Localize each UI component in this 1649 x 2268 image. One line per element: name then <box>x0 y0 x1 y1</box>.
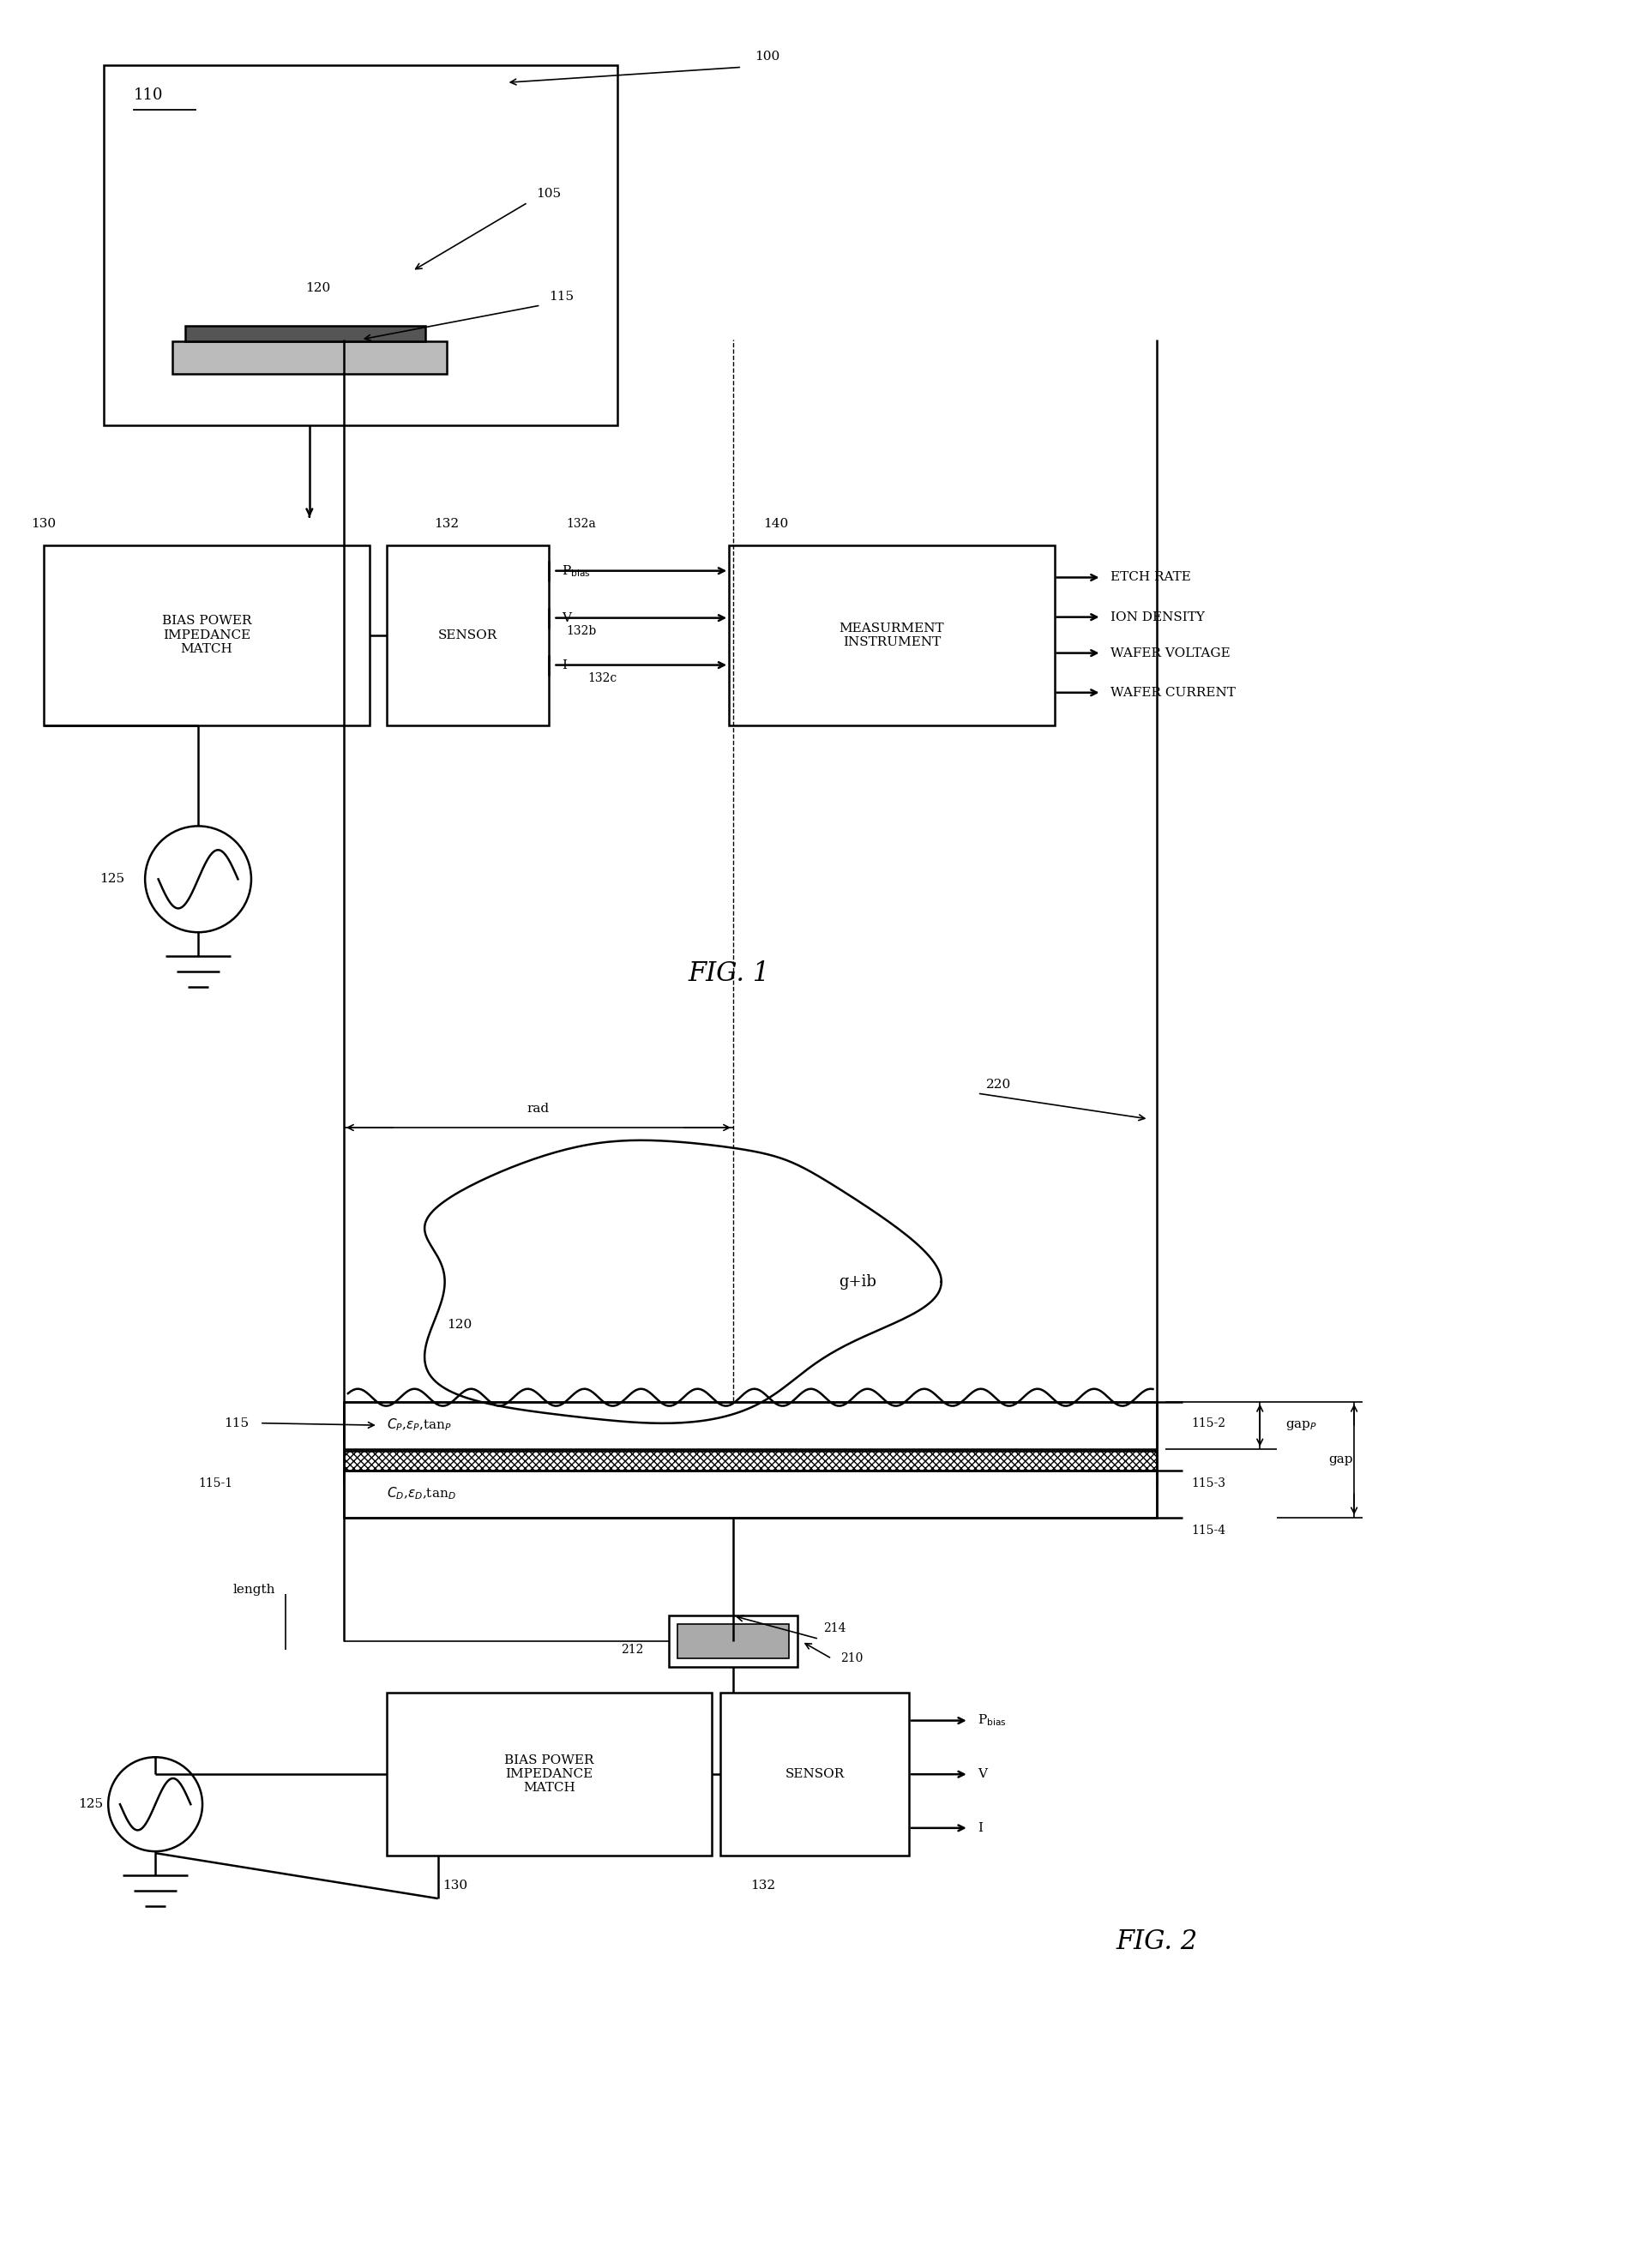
Bar <box>669 1615 796 1667</box>
Text: 132: 132 <box>750 1880 775 1892</box>
Bar <box>721 1692 909 1855</box>
Text: P$_{\rm bias}$: P$_{\rm bias}$ <box>562 562 590 578</box>
Text: 212: 212 <box>620 1644 643 1656</box>
Text: 125: 125 <box>78 1799 104 1810</box>
Text: 105: 105 <box>536 188 561 200</box>
Text: 220: 220 <box>986 1080 1011 1091</box>
Bar <box>343 1470 1156 1517</box>
Text: 130: 130 <box>442 1880 467 1892</box>
Text: rad: rad <box>528 1102 549 1116</box>
Bar <box>386 1692 711 1855</box>
Text: WAFER CURRENT: WAFER CURRENT <box>1110 687 1235 699</box>
Text: 120: 120 <box>305 281 330 295</box>
Text: 130: 130 <box>31 517 56 531</box>
Text: 115-1: 115-1 <box>198 1476 233 1490</box>
Bar <box>678 1624 788 1658</box>
Text: 132c: 132c <box>587 671 617 685</box>
Text: ETCH RATE: ETCH RATE <box>1110 572 1191 583</box>
Text: gap: gap <box>1327 1454 1352 1465</box>
Text: V: V <box>562 612 571 624</box>
Text: MEASURMENT
INSTRUMENT: MEASURMENT INSTRUMENT <box>839 621 943 649</box>
Text: 115: 115 <box>549 290 574 302</box>
Bar <box>104 66 617 424</box>
Text: I: I <box>562 660 567 671</box>
Text: $C_P$,$\epsilon_P$,tan$_P$: $C_P$,$\epsilon_P$,tan$_P$ <box>386 1418 452 1433</box>
Text: 100: 100 <box>754 50 780 64</box>
Bar <box>343 1452 1156 1483</box>
Text: gap$_P$: gap$_P$ <box>1285 1420 1318 1431</box>
Text: FIG. 2: FIG. 2 <box>1116 1928 1197 1955</box>
Text: 110: 110 <box>134 88 163 102</box>
Text: 132b: 132b <box>566 624 597 637</box>
Text: V: V <box>976 1769 986 1780</box>
Text: 132a: 132a <box>566 517 595 531</box>
Text: 115-4: 115-4 <box>1191 1524 1225 1535</box>
Text: 115-3: 115-3 <box>1191 1476 1225 1490</box>
Text: 140: 140 <box>763 517 788 531</box>
Text: 120: 120 <box>447 1318 472 1331</box>
Text: length: length <box>233 1583 275 1597</box>
Bar <box>729 544 1054 726</box>
Text: 115: 115 <box>224 1418 249 1429</box>
Text: 132: 132 <box>434 517 458 531</box>
Text: 214: 214 <box>823 1622 846 1635</box>
Bar <box>386 544 549 726</box>
Text: WAFER VOLTAGE: WAFER VOLTAGE <box>1110 646 1229 660</box>
Text: P$_{\rm bias}$: P$_{\rm bias}$ <box>976 1712 1006 1728</box>
Bar <box>173 340 447 374</box>
Text: $C_D$,$\epsilon_D$,tan$_D$: $C_D$,$\epsilon_D$,tan$_D$ <box>386 1486 455 1501</box>
Text: 210: 210 <box>839 1653 862 1665</box>
Bar <box>45 544 369 726</box>
Text: SENSOR: SENSOR <box>439 628 498 642</box>
Text: SENSOR: SENSOR <box>785 1769 844 1780</box>
Text: 115-2: 115-2 <box>1191 1418 1225 1429</box>
Text: 125: 125 <box>99 873 125 885</box>
Text: FIG. 1: FIG. 1 <box>688 959 770 987</box>
Text: g+ib: g+ib <box>838 1275 876 1290</box>
Bar <box>343 1402 1156 1449</box>
Text: BIAS POWER
IMPEDANCE
MATCH: BIAS POWER IMPEDANCE MATCH <box>505 1755 594 1794</box>
Text: BIAS POWER
IMPEDANCE
MATCH: BIAS POWER IMPEDANCE MATCH <box>162 615 251 655</box>
Text: ION DENSITY: ION DENSITY <box>1110 610 1204 624</box>
Bar <box>185 327 425 340</box>
Text: I: I <box>976 1821 983 1835</box>
